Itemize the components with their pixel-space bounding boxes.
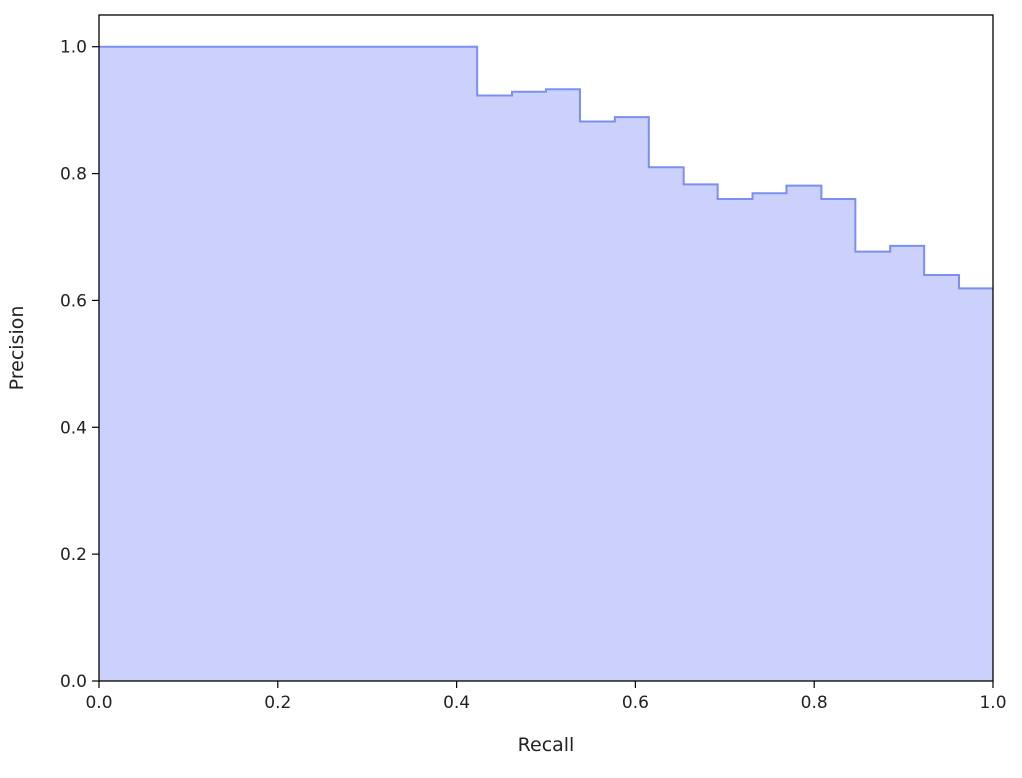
x-axis-label: Recall xyxy=(518,734,575,756)
y-tick-label: 0.0 xyxy=(60,672,87,692)
y-tick-label: 1.0 xyxy=(60,38,87,58)
y-axis-label: Precision xyxy=(6,306,28,391)
x-tick-label: 0.6 xyxy=(622,693,649,713)
y-tick-label: 0.2 xyxy=(60,545,87,565)
pr-curve-line xyxy=(99,45,993,290)
x-tick-label: 0.4 xyxy=(443,693,470,713)
y-tick-label: 0.8 xyxy=(60,165,87,185)
x-tick-label: 1.0 xyxy=(979,693,1006,713)
x-tick-label: 0.0 xyxy=(85,693,112,713)
x-tick-label: 0.8 xyxy=(801,693,828,713)
pr-curve-fill xyxy=(99,46,993,681)
y-tick-label: 0.6 xyxy=(60,291,87,311)
y-tick-label: 0.4 xyxy=(60,418,87,438)
x-tick-label: 0.2 xyxy=(264,693,291,713)
axes-frame xyxy=(98,14,994,682)
y-axis: 0.0 0.2 0.4 0.6 0.8 1.0 xyxy=(60,38,99,692)
x-axis: 0.0 0.2 0.4 0.6 0.8 1.0 xyxy=(85,681,1007,713)
plot-area xyxy=(99,45,993,681)
